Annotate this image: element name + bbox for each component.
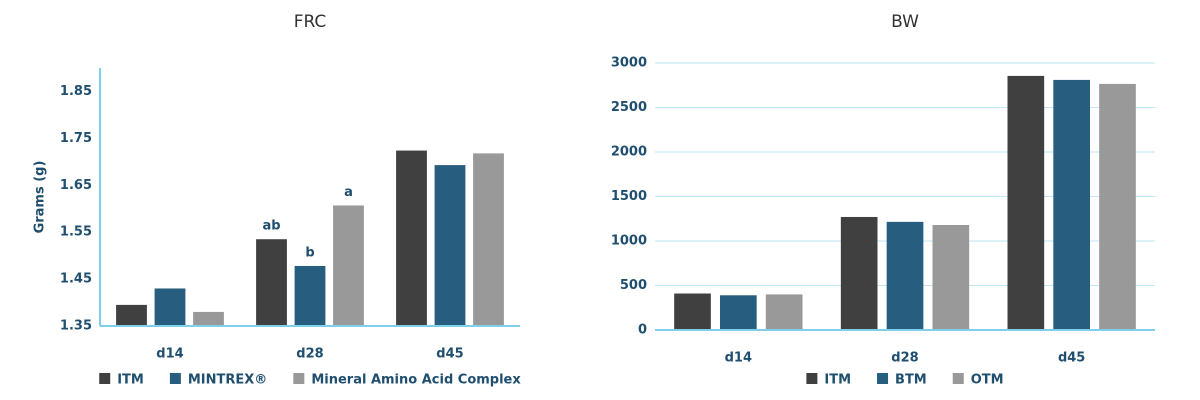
legend-label: BTM [895,373,927,388]
x-tick-label: d45 [1058,351,1085,366]
y-tick-label: 3000 [611,56,647,71]
legend-label: Mineral Amino Acid Complex [311,373,521,388]
x-tick-label: d28 [891,351,918,366]
y-tick-label: 1.55 [60,225,92,240]
bar [932,224,970,330]
bar [473,153,504,326]
bar [1099,83,1136,330]
bar [116,304,147,326]
bar [193,311,224,326]
x-tick-label: d45 [436,347,463,362]
legend-label: ITM [117,373,144,388]
x-tick-label: d14 [156,347,183,362]
legend-swatch [952,373,964,384]
x-tick-label: d14 [725,351,752,366]
y-tick-label: 500 [620,278,647,293]
y-tick-label: 2500 [611,100,647,115]
y-tick-label: 1500 [611,189,647,204]
bar [1007,75,1045,330]
legend-swatch [169,373,181,384]
y-tick-label: 1.85 [60,84,92,99]
y-tick-label: 0 [638,323,647,338]
bar [294,265,326,326]
bar [396,150,427,326]
chart-title: FRC [294,12,327,32]
legend-label: MINTREX® [188,373,267,388]
bar [154,288,186,326]
bar [720,295,757,330]
bar [886,221,924,330]
y-axis-label: Grams (g) [33,161,48,234]
legend-label: ITM [824,373,851,388]
bar [256,239,287,326]
bar [333,205,364,326]
y-tick-label: 1.65 [60,178,92,193]
significance-letter: b [305,245,314,260]
significance-letter: a [344,185,353,200]
chart-title: BW [891,12,919,32]
y-tick-label: 2000 [611,145,647,160]
legend-swatch [99,373,111,384]
y-tick-label: 1.35 [60,319,92,334]
legend-swatch [877,373,889,384]
x-tick-label: d28 [296,347,323,362]
legend-swatch [293,373,305,384]
bar [674,293,711,330]
y-tick-label: 1000 [611,234,647,249]
legend-label: OTM [971,373,1004,388]
bar [1053,79,1090,330]
legend-swatch [806,373,818,384]
y-tick-label: 1.45 [60,272,92,287]
y-tick-label: 1.75 [60,131,92,146]
bar [840,216,878,330]
significance-letter: ab [262,219,280,234]
bar [765,294,803,330]
bar [434,165,466,326]
